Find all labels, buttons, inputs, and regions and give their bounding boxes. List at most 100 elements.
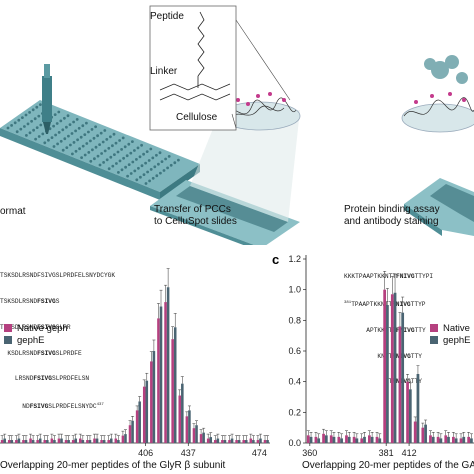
bar-gephe — [370, 436, 374, 443]
bar-native — [121, 435, 125, 443]
bar-native — [71, 440, 75, 443]
bar-gephe — [324, 435, 328, 443]
seq-c-4-post: TTY — [410, 378, 422, 386]
plate-well — [31, 108, 35, 112]
bar-gephe — [223, 440, 227, 443]
bar-native — [50, 438, 54, 443]
bar-native — [345, 435, 348, 443]
bar-gephe — [24, 440, 28, 443]
bar-native — [228, 440, 231, 443]
plate-well — [41, 132, 45, 136]
bar-gephe — [152, 351, 156, 443]
plate-well — [47, 138, 50, 142]
plate-well — [107, 167, 111, 171]
plate-well — [35, 105, 39, 109]
seq-b-5: NDFSIVGSLPRDFELSNYDC437 — [0, 401, 115, 412]
plate-well — [77, 126, 81, 130]
bar-native — [406, 381, 409, 443]
bar-gephe — [60, 438, 63, 443]
bar-native — [352, 436, 356, 443]
bar-gephe — [209, 437, 213, 443]
plate-well — [78, 147, 81, 151]
spot-zoom-right — [401, 103, 474, 133]
plate-well — [52, 124, 55, 128]
plate-well — [148, 179, 152, 183]
plate-well — [76, 138, 79, 142]
panel-b-sequences: TSKSDLRSNDFSIVGSLPRDFELSNYDCYGK TSKSDLRS… — [0, 255, 115, 420]
bar-native — [171, 339, 174, 443]
plate-well — [116, 150, 120, 154]
bar-gephe — [216, 438, 220, 443]
plate-well — [28, 111, 31, 114]
plate-well — [74, 149, 78, 153]
bar-native — [329, 435, 333, 443]
plate-well — [138, 155, 142, 159]
y-tick-label: 0.8 — [288, 315, 301, 325]
seq-b-5-pre: ND — [0, 403, 30, 411]
plate-well — [127, 142, 131, 146]
plate-well — [164, 157, 168, 161]
plate-well — [162, 169, 166, 172]
plate-well — [81, 124, 85, 128]
plate-well — [69, 143, 72, 147]
plate-well — [21, 116, 24, 119]
bar-native — [337, 436, 341, 443]
plate-well — [101, 140, 105, 144]
plate-well — [25, 134, 28, 137]
plate-well — [63, 137, 67, 141]
legend-swatch — [4, 336, 12, 344]
bar-gephe — [145, 380, 149, 443]
plate-well — [35, 126, 39, 129]
bar-native — [467, 436, 471, 443]
seq-b-5-sup: 437 — [96, 403, 104, 408]
bar-native — [242, 440, 245, 443]
bar-native — [22, 440, 25, 443]
seq-c-1-motif: FNIVG — [392, 301, 411, 309]
bar-native — [157, 318, 160, 443]
bar-native — [43, 440, 47, 443]
bar-gephe — [181, 383, 184, 443]
plate-well — [123, 145, 127, 149]
plate-well — [37, 135, 41, 138]
plate-well — [87, 130, 90, 134]
plate-well — [147, 159, 151, 162]
chart-glyr: 406 437 474 Overlapping 20-mer peptides of … — [0, 268, 270, 471]
plate-well — [26, 122, 30, 126]
plate-well — [96, 154, 100, 158]
plate-well — [151, 176, 155, 180]
plate-well — [120, 148, 123, 151]
bar-gephe — [347, 436, 351, 443]
plate-well — [94, 125, 97, 129]
bar-native — [29, 438, 32, 443]
bar-gephe — [10, 440, 14, 443]
plate-well — [111, 144, 114, 148]
bar-gephe — [173, 327, 177, 443]
plate-well — [121, 136, 125, 140]
plate-well — [146, 170, 150, 174]
pipette-icon — [42, 64, 52, 134]
caption-transfer: Transfer of PCCs to CelluSpot slides — [154, 204, 237, 228]
legend-label: gephE — [443, 335, 470, 346]
plate-well — [133, 149, 136, 152]
plate-well — [109, 155, 113, 159]
linker-label: Linker — [150, 66, 178, 77]
bar-native — [178, 395, 182, 443]
plate-well — [139, 175, 142, 179]
plate-well — [153, 165, 157, 169]
plate-well — [113, 153, 116, 157]
bar-gephe — [363, 436, 366, 443]
plate-well — [111, 164, 115, 168]
seq-b-3-motif: FSIVG — [37, 349, 56, 357]
bar-gephe — [131, 420, 134, 443]
bar-native — [15, 440, 18, 443]
plate-well — [83, 153, 87, 157]
plate-well — [103, 129, 107, 132]
cellulose-spot-slide — [150, 110, 300, 245]
plate-well — [89, 159, 93, 163]
bar-gephe — [393, 292, 397, 443]
seq-c-2-pre: APTKKNTT — [344, 326, 396, 334]
bar-gephe — [195, 425, 198, 443]
plate-well — [135, 158, 138, 161]
seq-b-4-post: SLPRDFELSN — [52, 375, 90, 383]
seq-c-0-pre: KKKTPAAPTKKNTT — [344, 273, 396, 281]
